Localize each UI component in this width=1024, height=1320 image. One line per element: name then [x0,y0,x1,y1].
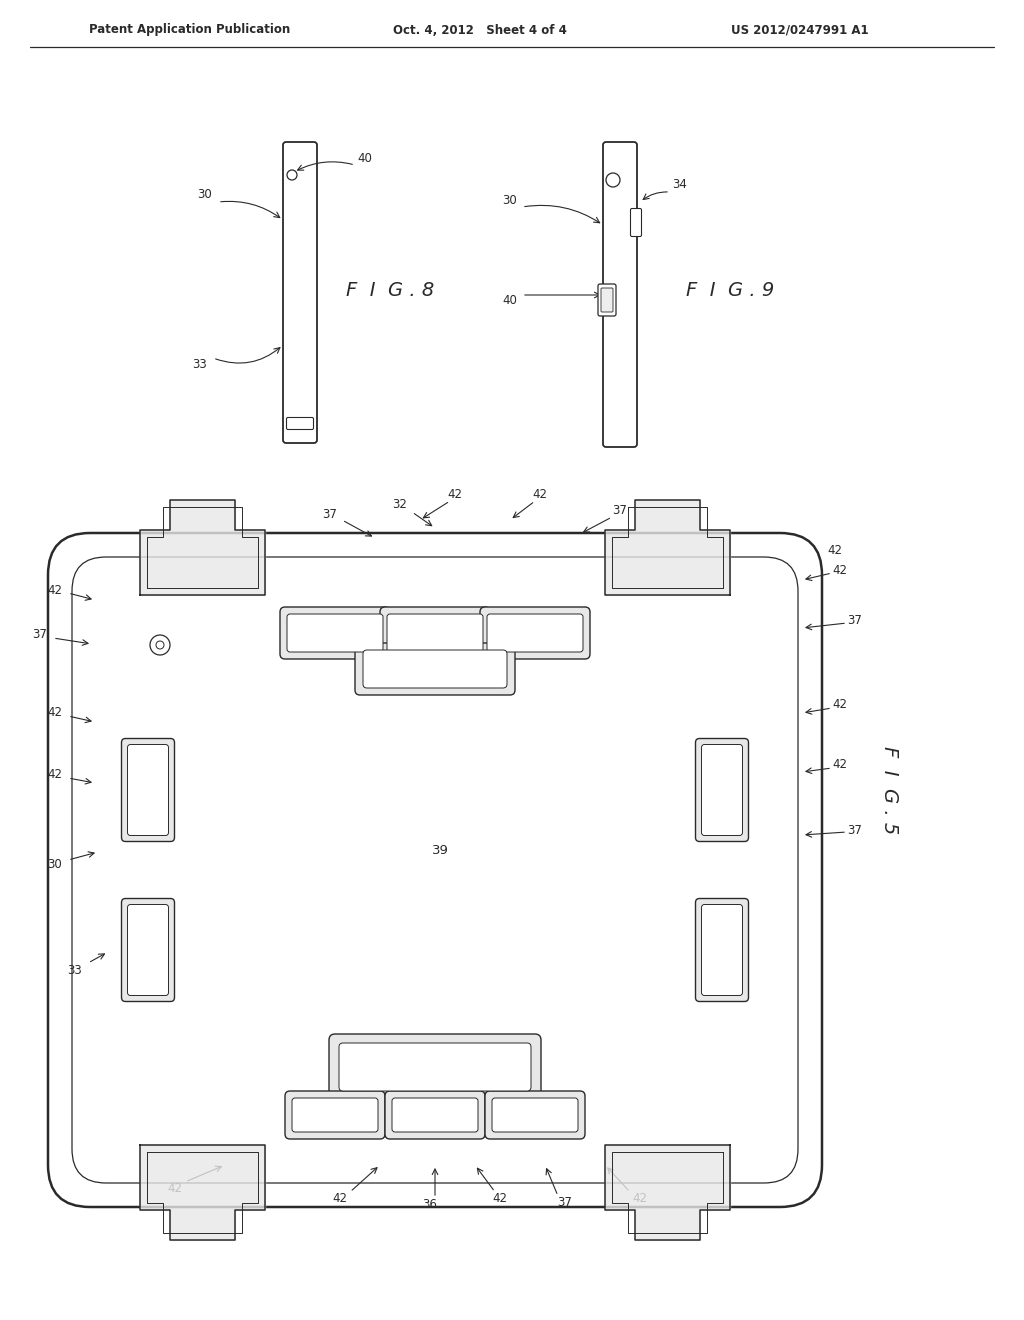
Circle shape [156,642,164,649]
FancyBboxPatch shape [283,143,317,444]
Text: 42: 42 [833,759,848,771]
Text: Oct. 4, 2012   Sheet 4 of 4: Oct. 4, 2012 Sheet 4 of 4 [393,24,567,37]
Text: 42: 42 [47,583,62,597]
Polygon shape [605,500,730,595]
FancyBboxPatch shape [701,904,742,995]
Text: 32: 32 [392,499,408,511]
Circle shape [287,170,297,180]
Polygon shape [140,500,265,595]
FancyBboxPatch shape [487,614,583,652]
Text: 42: 42 [833,698,848,711]
Polygon shape [605,1144,730,1239]
FancyBboxPatch shape [287,417,313,429]
Text: 40: 40 [503,293,517,306]
Polygon shape [140,1144,265,1239]
Text: 37: 37 [33,628,47,642]
Text: US 2012/0247991 A1: US 2012/0247991 A1 [731,24,868,37]
Text: 42: 42 [168,1181,182,1195]
Text: 33: 33 [68,964,82,977]
FancyBboxPatch shape [355,643,515,696]
Text: 30: 30 [198,189,212,202]
Text: Patent Application Publication: Patent Application Publication [89,24,291,37]
Text: 42: 42 [827,544,843,557]
FancyBboxPatch shape [280,607,390,659]
FancyBboxPatch shape [48,533,822,1206]
Text: 36: 36 [423,1197,437,1210]
Text: 37: 37 [848,614,862,627]
FancyBboxPatch shape [480,607,590,659]
FancyBboxPatch shape [701,744,742,836]
Text: 42: 42 [532,488,548,502]
FancyBboxPatch shape [72,557,798,1183]
FancyBboxPatch shape [285,1092,385,1139]
Text: 42: 42 [833,564,848,577]
Text: F  I  G . 9: F I G . 9 [686,281,774,300]
FancyBboxPatch shape [392,1098,478,1133]
FancyBboxPatch shape [695,738,749,842]
Text: F  I  G . 5: F I G . 5 [881,746,899,834]
Text: 39: 39 [431,843,449,857]
Text: 40: 40 [357,152,373,165]
FancyBboxPatch shape [128,904,169,995]
FancyBboxPatch shape [387,614,483,652]
Text: 30: 30 [503,194,517,206]
FancyBboxPatch shape [601,288,613,312]
FancyBboxPatch shape [603,143,637,447]
Text: 30: 30 [48,858,62,871]
Circle shape [606,173,620,187]
Text: 42: 42 [47,706,62,719]
Text: 37: 37 [323,508,338,521]
FancyBboxPatch shape [287,614,383,652]
FancyBboxPatch shape [380,607,490,659]
FancyBboxPatch shape [128,744,169,836]
FancyBboxPatch shape [122,899,174,1002]
Circle shape [150,635,170,655]
Text: F  I  G . 8: F I G . 8 [346,281,434,300]
Text: 42: 42 [633,1192,647,1204]
Text: 42: 42 [447,488,463,502]
FancyBboxPatch shape [362,649,507,688]
FancyBboxPatch shape [485,1092,585,1139]
Text: 37: 37 [848,824,862,837]
FancyBboxPatch shape [598,284,616,315]
Text: 34: 34 [673,178,687,191]
Text: 37: 37 [612,503,628,516]
FancyBboxPatch shape [492,1098,578,1133]
FancyBboxPatch shape [339,1043,531,1092]
FancyBboxPatch shape [329,1034,541,1101]
FancyBboxPatch shape [292,1098,378,1133]
FancyBboxPatch shape [695,899,749,1002]
FancyBboxPatch shape [385,1092,485,1139]
Text: 42: 42 [333,1192,347,1204]
FancyBboxPatch shape [631,209,641,236]
Text: 33: 33 [193,359,208,371]
FancyBboxPatch shape [122,738,174,842]
Text: 42: 42 [47,768,62,781]
Text: 42: 42 [493,1192,508,1204]
Text: 37: 37 [557,1196,572,1209]
